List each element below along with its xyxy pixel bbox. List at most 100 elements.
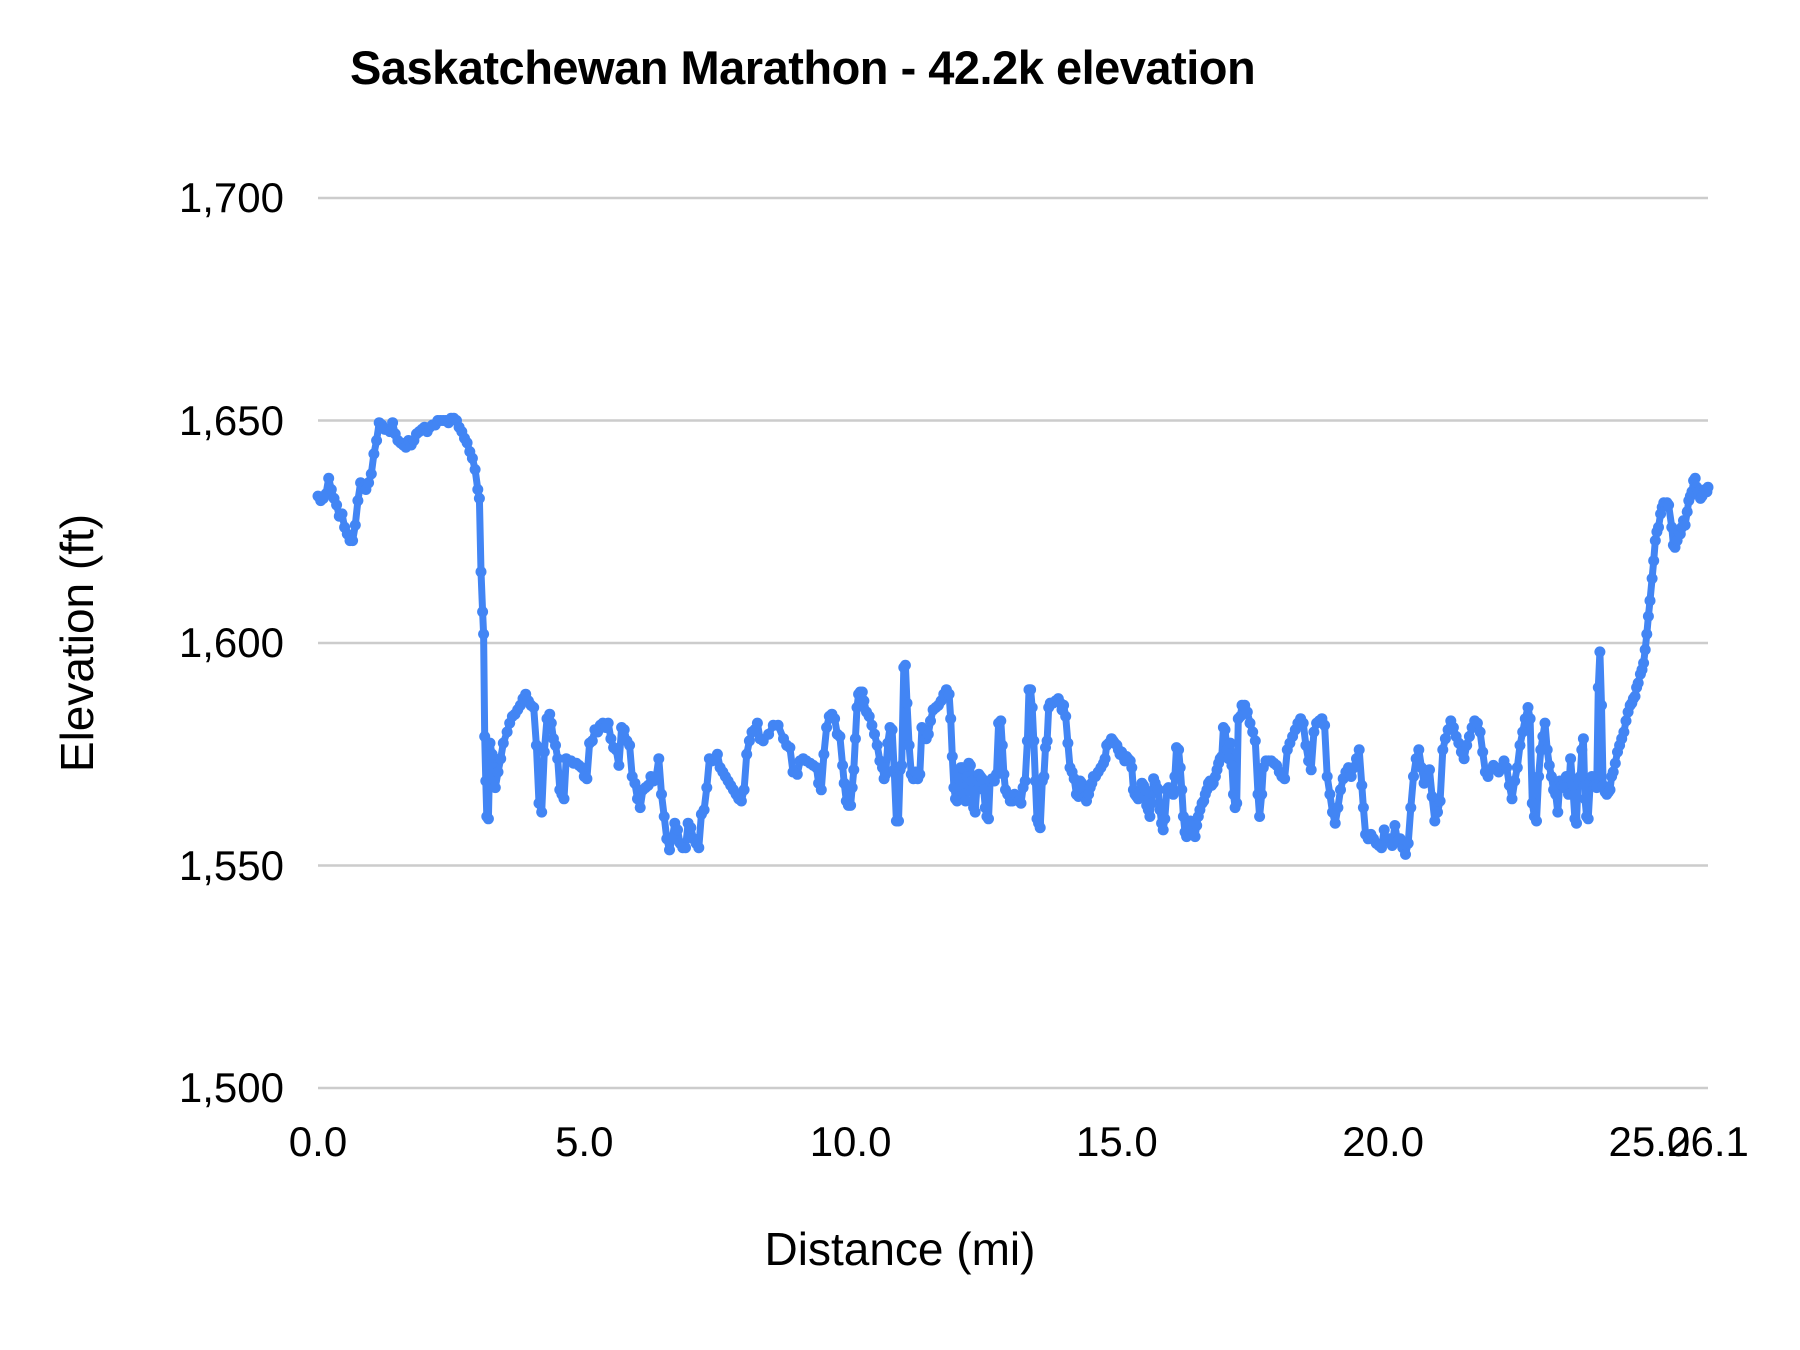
- data-point: [1679, 519, 1691, 531]
- data-point: [871, 739, 883, 751]
- x-axis-title: Distance (mi): [764, 1223, 1036, 1275]
- y-tick-label: 1,500: [178, 1064, 284, 1111]
- data-point: [1154, 804, 1166, 816]
- data-point: [1458, 753, 1470, 765]
- data-point: [914, 768, 926, 780]
- data-point: [1402, 837, 1414, 849]
- data-point: [475, 566, 487, 578]
- data-point: [1308, 726, 1320, 738]
- data-point: [501, 726, 513, 738]
- data-point: [791, 768, 803, 780]
- data-point: [698, 804, 710, 816]
- data-point: [1173, 744, 1185, 756]
- data-point: [1447, 722, 1459, 733]
- data-point: [1219, 724, 1231, 736]
- data-point: [1303, 755, 1315, 767]
- data-point: [858, 695, 870, 707]
- data-point: [466, 452, 478, 464]
- data-point: [1394, 833, 1406, 845]
- data-point: [1620, 715, 1632, 727]
- data-point: [486, 748, 498, 760]
- data-point: [772, 719, 784, 731]
- data-point: [896, 759, 908, 771]
- x-tick-label: 10.0: [809, 1118, 892, 1165]
- data-point: [1550, 788, 1562, 800]
- data-point: [480, 775, 492, 787]
- data-point: [693, 842, 705, 854]
- data-point: [1167, 788, 1179, 800]
- data-point: [323, 472, 335, 484]
- data-point: [1537, 731, 1549, 742]
- data-point: [1139, 784, 1151, 796]
- data-point: [1511, 762, 1523, 774]
- data-point: [866, 719, 878, 731]
- data-point: [1618, 726, 1630, 738]
- data-point: [618, 724, 630, 736]
- data-point: [818, 748, 830, 760]
- data-point: [1541, 744, 1553, 756]
- data-point: [336, 508, 348, 520]
- data-point: [837, 759, 849, 771]
- data-point: [482, 813, 494, 825]
- data-point: [545, 717, 557, 729]
- data-point: [851, 702, 863, 713]
- data-point: [538, 746, 550, 758]
- data-point: [856, 686, 868, 698]
- data-point: [528, 702, 540, 713]
- data-point: [586, 735, 598, 747]
- data-point: [477, 606, 489, 618]
- y-tick-label: 1,600: [178, 619, 284, 666]
- data-point: [685, 822, 697, 834]
- data-point: [497, 737, 509, 749]
- data-point: [530, 739, 542, 751]
- data-point: [848, 764, 860, 776]
- data-point: [1389, 820, 1401, 831]
- data-point: [945, 713, 957, 725]
- data-point: [672, 824, 683, 836]
- data-point: [387, 417, 399, 429]
- data-point: [1463, 731, 1475, 742]
- data-point: [1522, 702, 1534, 713]
- data-point: [1582, 813, 1594, 825]
- data-point: [1571, 817, 1582, 829]
- data-point: [983, 813, 994, 825]
- data-point: [352, 495, 364, 507]
- data-point: [1026, 702, 1038, 713]
- data-point: [1405, 802, 1417, 814]
- data-point: [368, 448, 380, 460]
- data-point: [489, 782, 501, 794]
- data-point: [1034, 822, 1046, 834]
- data-point: [1159, 813, 1171, 825]
- data-point: [1531, 815, 1542, 827]
- data-point: [1609, 757, 1621, 769]
- data-point: [1579, 793, 1591, 805]
- x-tick-label: 25.0: [1608, 1118, 1691, 1165]
- data-point: [1524, 713, 1536, 725]
- data-point: [1641, 628, 1653, 640]
- data-point: [461, 437, 473, 449]
- data-point: [469, 464, 481, 475]
- data-point: [943, 688, 955, 700]
- data-point: [953, 773, 965, 785]
- data-point: [1126, 762, 1138, 774]
- data-point: [1638, 657, 1650, 669]
- data-point: [1348, 762, 1360, 774]
- data-point: [629, 777, 641, 789]
- data-point: [680, 842, 691, 854]
- data-point: [899, 659, 911, 671]
- data-point: [1144, 811, 1156, 822]
- data-point: [1400, 848, 1411, 860]
- data-point: [811, 762, 822, 774]
- data-point: [821, 722, 833, 733]
- data-point: [1592, 682, 1604, 693]
- data-point: [1681, 506, 1693, 518]
- data-point: [478, 628, 490, 640]
- data-point: [1517, 726, 1529, 738]
- data-point: [1429, 815, 1441, 827]
- data-point: [1226, 759, 1238, 771]
- data-point: [1689, 472, 1701, 484]
- data-point: [1604, 784, 1616, 796]
- x-tick-label: 15.0: [1075, 1118, 1158, 1165]
- data-point: [632, 793, 643, 805]
